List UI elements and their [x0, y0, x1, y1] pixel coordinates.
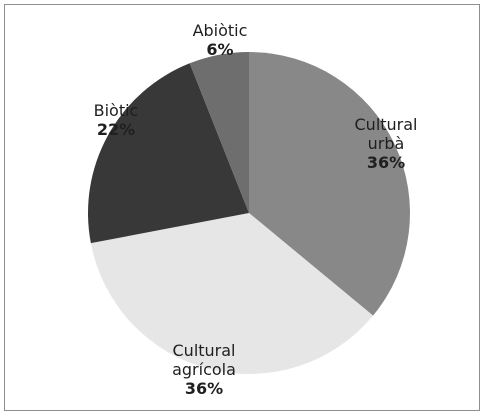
slice-label-3: Abiòtic: [193, 21, 248, 40]
pie-slice-2: [87, 63, 249, 244]
slice-label-1: Cultural agrícola: [172, 341, 236, 379]
slice-value-2: 22%: [97, 120, 135, 139]
slice-value-0: 36%: [367, 153, 405, 172]
slice-value-1: 36%: [185, 379, 223, 398]
pie-slices: [87, 52, 411, 375]
slice-value-3: 6%: [206, 40, 233, 59]
pie-slice-3: [189, 52, 249, 213]
pie-slice-1: [90, 213, 374, 375]
pie-slice-0: [249, 52, 411, 316]
slice-label-0: Cultural urbà: [355, 115, 418, 153]
slice-label-2: Biòtic: [94, 101, 139, 120]
